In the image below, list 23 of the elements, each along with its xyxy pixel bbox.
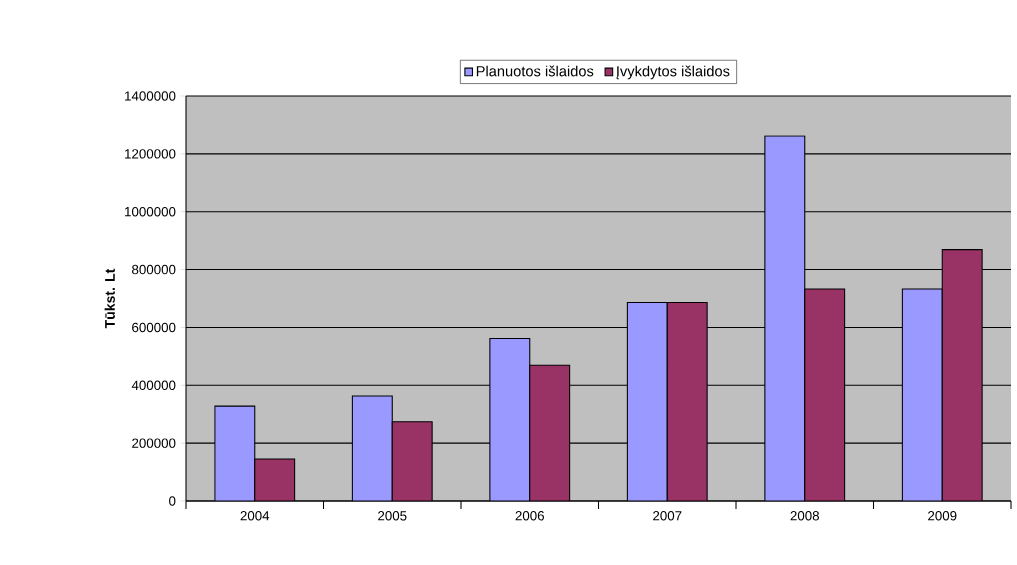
bar	[941, 249, 983, 501]
y-tick-label: 800000	[132, 264, 176, 275]
y-tick-label: 1000000	[125, 207, 176, 217]
y-axis-title: Tūkst. Lt	[104, 268, 115, 329]
x-tick-label: 2005	[378, 511, 407, 521]
y-tick-label: 1200000	[125, 149, 176, 159]
bar	[666, 302, 708, 501]
bar	[804, 288, 846, 501]
bar	[529, 364, 571, 501]
x-tick-label: 2006	[515, 511, 544, 521]
y-tick-label: 400000	[131, 380, 176, 390]
bar	[254, 458, 296, 501]
legend-label: Įvykdytos išlaidos	[616, 65, 730, 80]
legend-label: Planuotos išlaidos	[476, 65, 594, 77]
x-tick-label: 2008	[790, 511, 819, 521]
y-tick-label: 200000	[132, 438, 176, 448]
x-tick-label: 2007	[653, 511, 682, 521]
y-tick-label: 0	[169, 496, 176, 506]
bar	[391, 421, 433, 501]
x-tick-label: 2004	[240, 511, 270, 521]
x-tick-label: 2009	[928, 511, 957, 521]
y-tick-label: 1400000	[125, 91, 176, 101]
y-tick-label: 600000	[132, 322, 176, 333]
